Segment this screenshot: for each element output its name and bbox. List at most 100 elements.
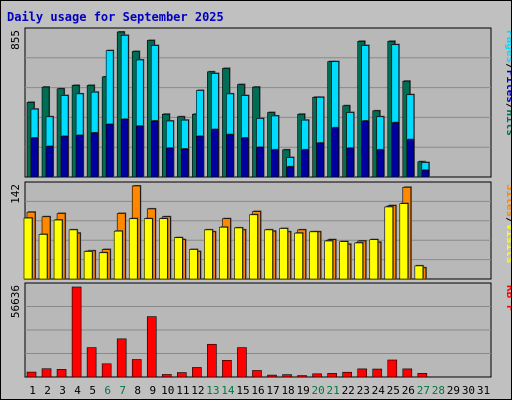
day-label: 16 bbox=[251, 384, 264, 397]
legend-entry: Sites bbox=[504, 184, 511, 217]
day-label: 9 bbox=[149, 384, 156, 397]
bar-kb-f-day-4 bbox=[71, 286, 82, 378]
legend-entry: KB F bbox=[504, 285, 511, 312]
legend-entry: Visits bbox=[504, 224, 511, 264]
bar-pages-day-9 bbox=[150, 120, 159, 178]
bar-kb-f-day-15 bbox=[237, 347, 247, 378]
bar-sites-day-9 bbox=[143, 218, 153, 280]
bar-sites-day-18 bbox=[279, 228, 288, 280]
day-label: 4 bbox=[74, 384, 81, 397]
bar-kb-f-day-5 bbox=[86, 347, 97, 378]
bar-sites-day-13 bbox=[204, 229, 213, 280]
bar-pages-day-10 bbox=[165, 147, 174, 178]
day-label: 29 bbox=[447, 384, 460, 397]
bar-sites-day-27 bbox=[414, 265, 424, 280]
bar-kb-f-day-25 bbox=[387, 359, 398, 378]
day-label: 10 bbox=[161, 384, 174, 397]
x-axis-day-labels: 1 2 3 4 5 6 7 8 9 10 11 12 13 14 15 16 17 18 19 20 21 22 23 24 2… bbox=[29, 384, 490, 397]
day-label: 20 bbox=[312, 384, 325, 397]
day-label: 18 bbox=[281, 384, 294, 397]
day-label: 12 bbox=[191, 384, 204, 397]
panel-kbf: 56636 KB F bbox=[9, 282, 511, 378]
bar-sites-day-7 bbox=[113, 230, 123, 280]
day-label: 28 bbox=[432, 384, 445, 397]
day-label: 22 bbox=[342, 384, 355, 397]
day-label: 2 bbox=[44, 384, 51, 397]
day-label: 26 bbox=[402, 384, 415, 397]
day-label: 11 bbox=[176, 384, 189, 397]
day-label: 14 bbox=[221, 384, 235, 397]
bar-pages-day-2 bbox=[45, 146, 54, 178]
bar-sites-day-1 bbox=[23, 217, 33, 280]
legend-entry: Pages bbox=[504, 30, 511, 63]
bar-pages-day-15 bbox=[241, 137, 249, 178]
day-label: 8 bbox=[134, 384, 141, 397]
bar-pages-day-14 bbox=[226, 134, 234, 178]
bar-sites-day-12 bbox=[189, 249, 198, 280]
day-label: 5 bbox=[89, 384, 96, 397]
bar-pages-day-18 bbox=[286, 166, 294, 178]
bar-kb-f-day-12 bbox=[192, 367, 202, 378]
day-label: 17 bbox=[266, 384, 279, 397]
bar-pages-day-1 bbox=[30, 137, 39, 178]
series-pages bbox=[30, 118, 430, 178]
series-sites bbox=[23, 202, 424, 280]
day-label: 23 bbox=[357, 384, 370, 397]
bar-pages-day-20 bbox=[316, 142, 324, 178]
day-label: 27 bbox=[417, 384, 430, 397]
legend: KB F bbox=[504, 285, 511, 312]
bar-sites-day-8 bbox=[128, 218, 138, 280]
bar-sites-day-4 bbox=[68, 229, 78, 280]
bar-pages-day-5 bbox=[90, 132, 99, 178]
bar-pages-day-22 bbox=[346, 147, 354, 178]
max-label: 855 bbox=[9, 30, 22, 50]
bar-kb-f-day-24 bbox=[372, 368, 383, 378]
bar-kb-f-day-20 bbox=[312, 373, 322, 378]
bar-pages-day-19 bbox=[301, 149, 309, 178]
bar-sites-day-16 bbox=[249, 214, 258, 280]
legend-entry: Files bbox=[504, 70, 511, 103]
day-label: 25 bbox=[387, 384, 400, 397]
bar-pages-day-17 bbox=[271, 149, 279, 178]
bar-sites-day-23 bbox=[354, 242, 364, 280]
chart-panels: 855Pages/Files/Hits142Sites/Visits56636K… bbox=[9, 27, 511, 378]
bar-pages-day-6 bbox=[105, 124, 114, 178]
day-label: 1 bbox=[29, 384, 36, 397]
bar-kb-f-day-18 bbox=[282, 374, 292, 378]
legend-entry: / bbox=[504, 217, 511, 224]
bar-kb-f-day-7 bbox=[116, 338, 127, 378]
bar-pages-day-7 bbox=[120, 119, 129, 178]
bar-kb-f-day-22 bbox=[342, 371, 352, 378]
bar-pages-day-25 bbox=[391, 122, 400, 178]
bar-kb-f-day-23 bbox=[357, 368, 368, 378]
bar-pages-day-3 bbox=[60, 135, 69, 178]
bar-pages-day-8 bbox=[135, 125, 144, 178]
max-label: 56636 bbox=[9, 285, 22, 318]
bar-kb-f-day-27 bbox=[417, 373, 428, 378]
bar-kb-f-day-14 bbox=[222, 360, 232, 378]
bar-pages-day-12 bbox=[196, 135, 204, 178]
legend: Pages/Files/Hits bbox=[504, 30, 511, 136]
bar-sites-day-5 bbox=[83, 251, 93, 280]
bar-kb-f-day-19 bbox=[297, 375, 307, 378]
bar-sites-day-3 bbox=[53, 219, 63, 280]
bar-kb-f-day-17 bbox=[267, 374, 277, 378]
bar-kb-f-day-1 bbox=[26, 371, 37, 378]
legend-entry: / bbox=[504, 103, 511, 110]
day-label: 19 bbox=[296, 384, 309, 397]
bar-sites-day-21 bbox=[324, 240, 333, 280]
max-label: 142 bbox=[9, 184, 22, 204]
bar-kb-f-day-26 bbox=[402, 368, 413, 378]
bar-pages-day-11 bbox=[181, 148, 189, 178]
day-label: 13 bbox=[206, 384, 219, 397]
bar-pages-day-16 bbox=[256, 147, 264, 178]
bar-pages-day-26 bbox=[406, 139, 415, 178]
bar-sites-day-25 bbox=[384, 206, 394, 280]
day-label: 3 bbox=[59, 384, 66, 397]
bar-kb-f-day-3 bbox=[56, 369, 67, 378]
bar-kb-f-day-11 bbox=[177, 372, 187, 378]
legend-entry: / bbox=[504, 63, 511, 70]
bar-kb-f-day-6 bbox=[101, 363, 112, 378]
bar-sites-day-19 bbox=[294, 232, 303, 280]
